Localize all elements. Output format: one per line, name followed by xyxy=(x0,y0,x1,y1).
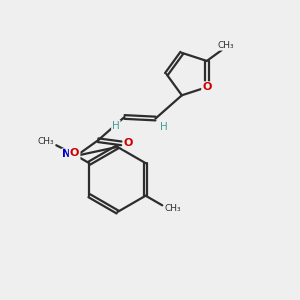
Text: O: O xyxy=(70,148,79,158)
Text: CH₃: CH₃ xyxy=(38,137,55,146)
Text: NH: NH xyxy=(62,149,80,159)
Text: O: O xyxy=(124,138,133,148)
Text: H: H xyxy=(160,122,168,132)
Text: CH₃: CH₃ xyxy=(165,204,182,213)
Text: CH₃: CH₃ xyxy=(217,41,234,50)
Text: H: H xyxy=(112,121,120,131)
Text: O: O xyxy=(202,82,212,92)
